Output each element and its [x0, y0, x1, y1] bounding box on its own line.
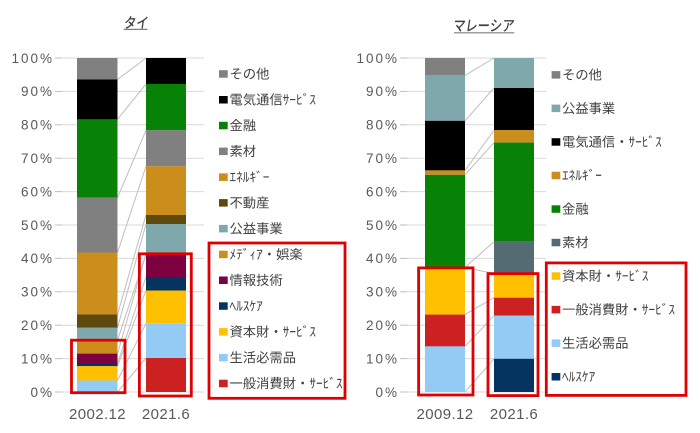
- svg-text:30%: 30%: [21, 285, 54, 300]
- svg-text:80%: 80%: [21, 118, 54, 133]
- svg-text:80%: 80%: [366, 118, 399, 133]
- svg-text:40%: 40%: [366, 251, 399, 266]
- svg-text:100%: 100%: [356, 51, 399, 66]
- svg-text:60%: 60%: [21, 184, 54, 199]
- svg-text:0%: 0%: [30, 385, 54, 400]
- svg-text:20%: 20%: [366, 318, 399, 333]
- svg-text:60%: 60%: [366, 184, 399, 199]
- svg-text:0%: 0%: [375, 385, 399, 400]
- svg-text:10%: 10%: [21, 351, 54, 366]
- svg-text:20%: 20%: [21, 318, 54, 333]
- svg-text:100%: 100%: [11, 51, 54, 66]
- svg-text:2009.12: 2009.12: [416, 406, 473, 423]
- svg-text:70%: 70%: [21, 151, 54, 166]
- svg-text:40%: 40%: [21, 251, 54, 266]
- svg-text:2002.12: 2002.12: [69, 406, 126, 423]
- svg-text:30%: 30%: [366, 285, 399, 300]
- svg-text:50%: 50%: [366, 218, 399, 233]
- svg-text:2021.6: 2021.6: [490, 406, 538, 423]
- svg-text:90%: 90%: [21, 84, 54, 99]
- svg-text:2021.6: 2021.6: [142, 406, 190, 423]
- svg-text:70%: 70%: [366, 151, 399, 166]
- svg-text:50%: 50%: [21, 218, 54, 233]
- svg-text:90%: 90%: [366, 84, 399, 99]
- svg-text:10%: 10%: [366, 351, 399, 366]
